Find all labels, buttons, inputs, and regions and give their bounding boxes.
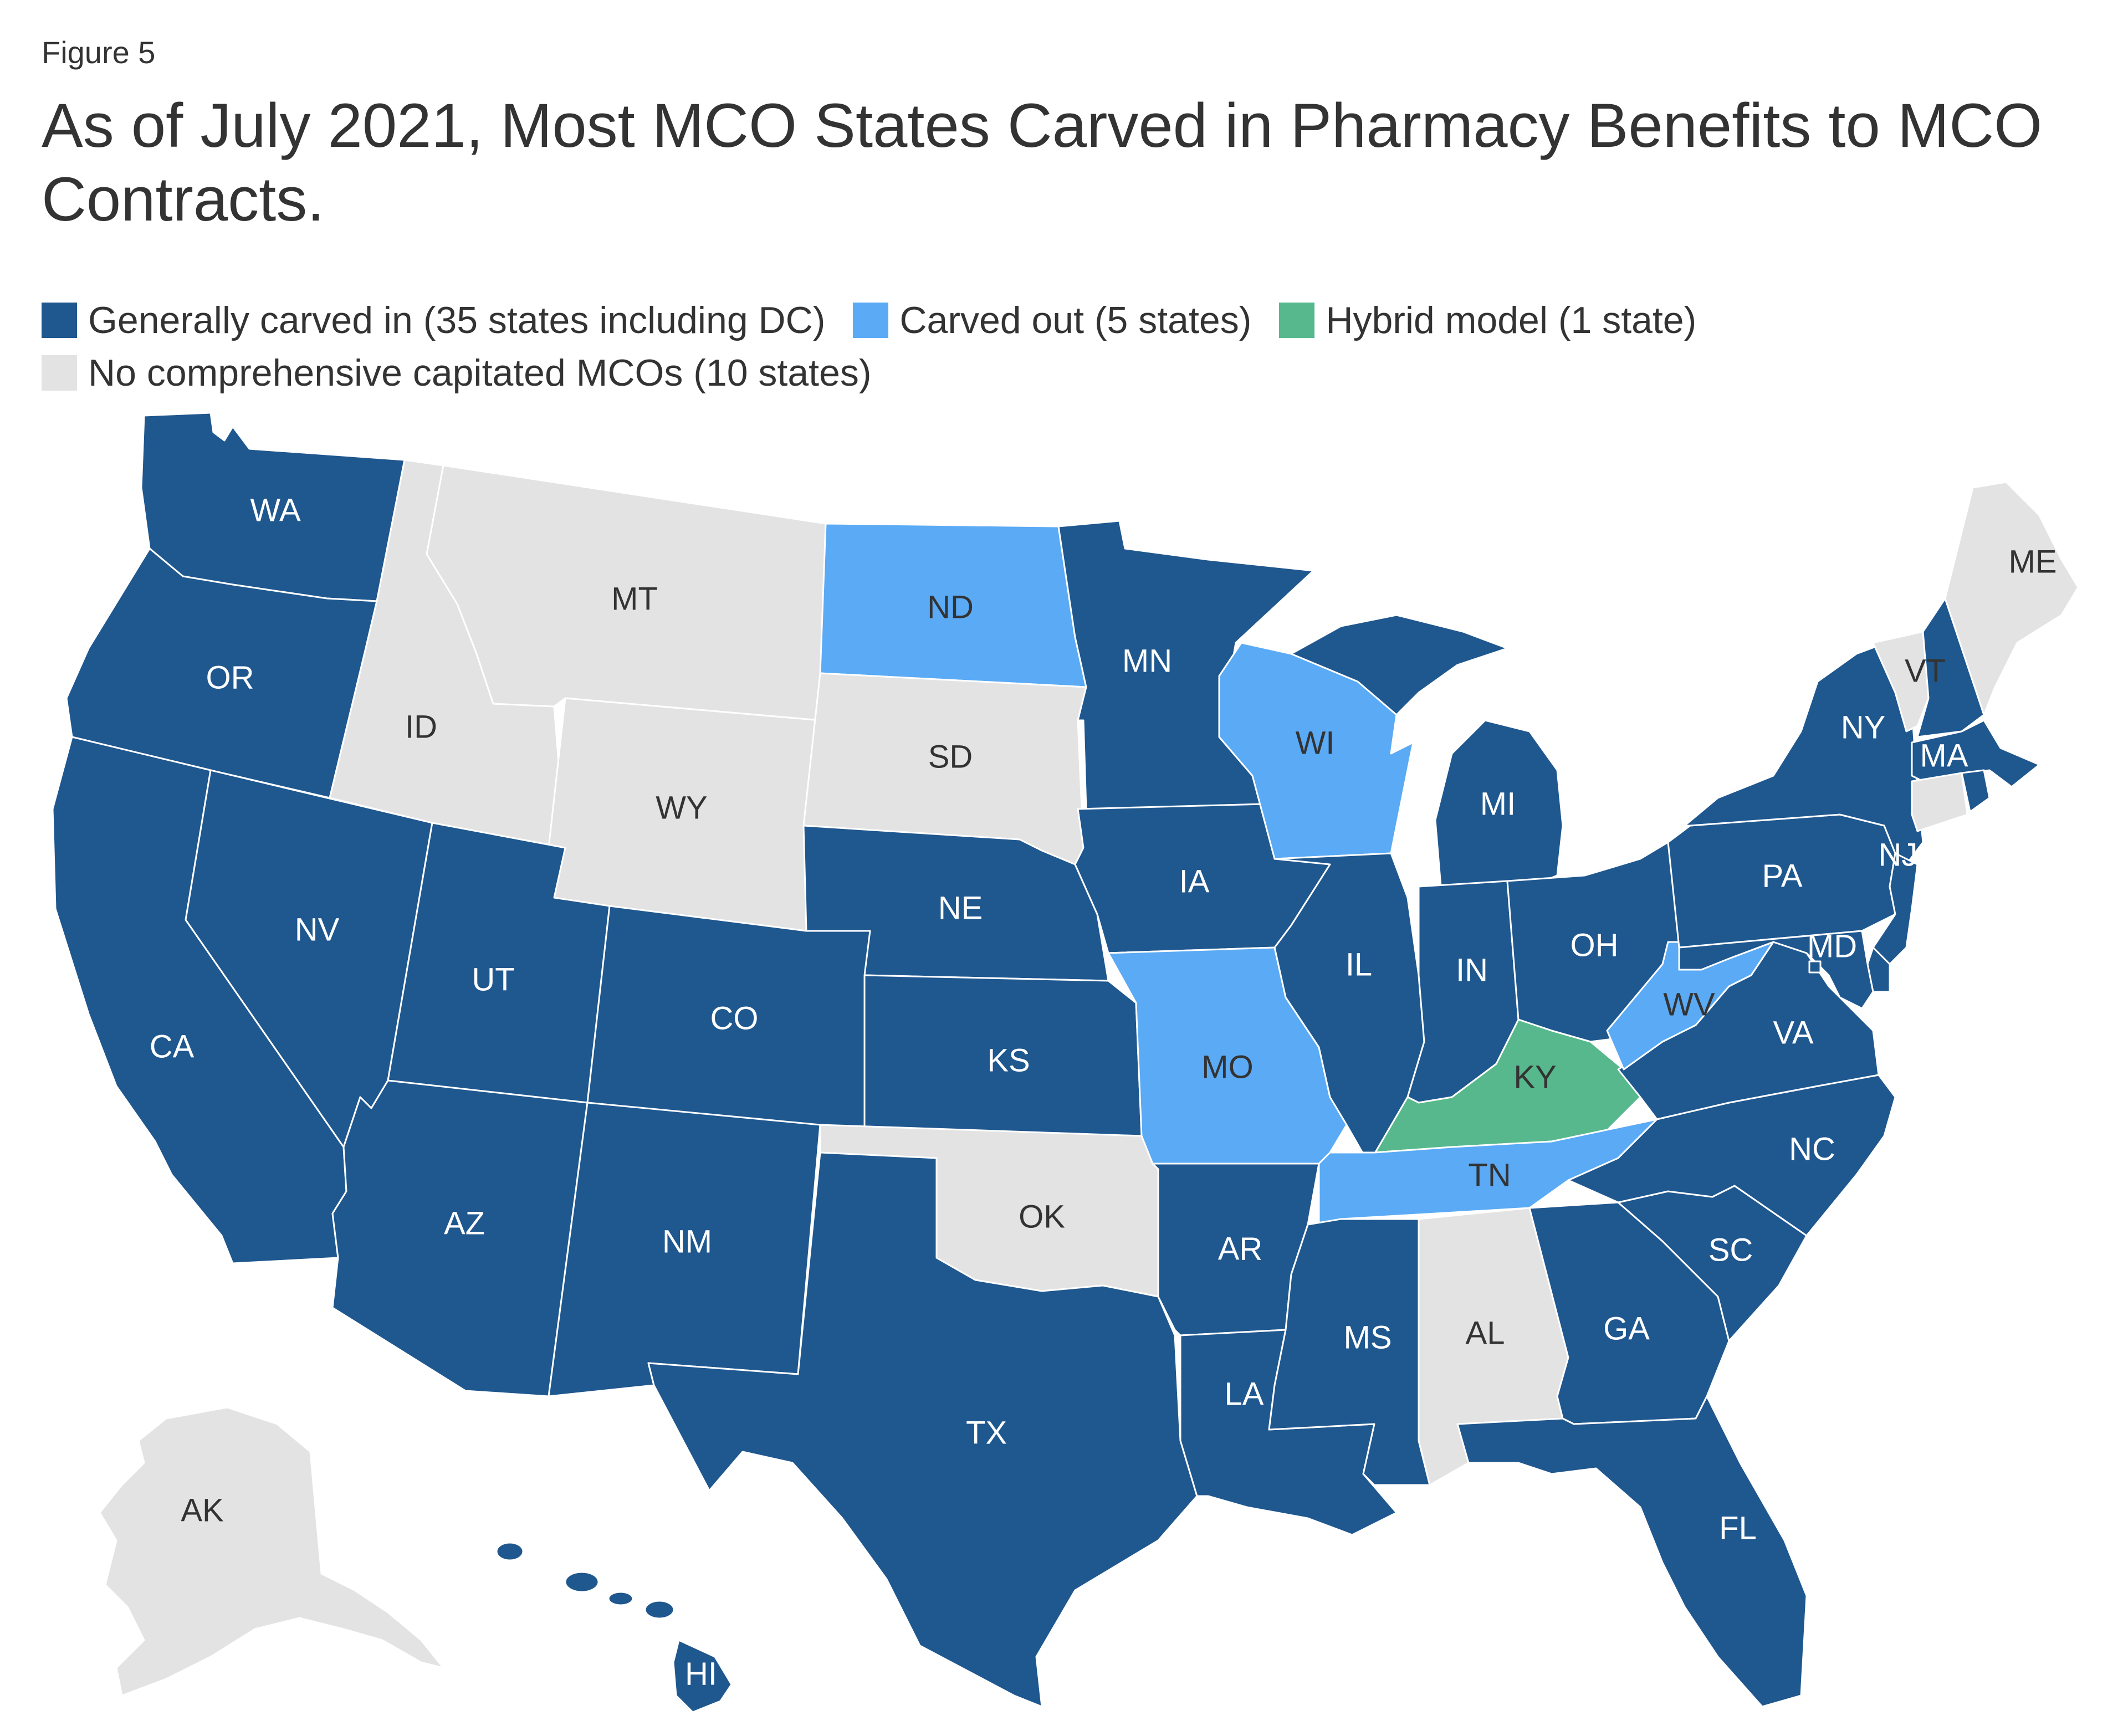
state-label-TX: TX — [966, 1415, 1007, 1451]
state-NE[interactable] — [802, 825, 1109, 982]
state-label-FL: FL — [1719, 1510, 1757, 1546]
state-IL[interactable] — [1273, 852, 1425, 1165]
state-label-WA: WA — [250, 492, 301, 528]
legend-item-none: No comprehensive capitated MCOs (10 stat… — [42, 351, 872, 395]
state-label-ND: ND — [927, 589, 974, 625]
state-ME[interactable] — [1944, 481, 2079, 716]
state-label-ID: ID — [405, 709, 437, 745]
state-DC[interactable] — [1808, 960, 1822, 974]
state-RI[interactable] — [1961, 769, 1991, 813]
state-MD[interactable] — [1678, 930, 1874, 1010]
state-label-IN: IN — [1456, 952, 1488, 988]
chart-title: As of July 2021, Most MCO States Carved … — [42, 91, 2043, 234]
state-label-OH: OH — [1571, 927, 1619, 963]
state-label-NJ: NJ — [1879, 837, 1918, 873]
state-label-AZ: AZ — [444, 1205, 485, 1241]
state-label-CO: CO — [710, 1000, 759, 1036]
legend-item-carved-out: Carved out (5 states) — [853, 299, 1251, 342]
state-label-VA: VA — [1773, 1015, 1813, 1051]
legend-item-hybrid: Hybrid model (1 state) — [1279, 299, 1696, 342]
state-label-MN: MN — [1122, 643, 1172, 679]
legend-row-1: Generally carved in (35 states including… — [42, 294, 2092, 346]
state-label-PA: PA — [1762, 858, 1802, 894]
legend-label-carved-out: Carved out (5 states) — [899, 299, 1252, 341]
state-shapes — [52, 412, 2079, 1713]
legend-swatch-carved-in — [42, 302, 77, 338]
state-label-ME: ME — [2009, 544, 2057, 580]
legend-label-hybrid: Hybrid model (1 state) — [1326, 299, 1697, 341]
state-MA[interactable] — [1911, 719, 2040, 788]
legend-swatch-carved-out — [853, 302, 889, 338]
state-label-MT: MT — [611, 581, 658, 617]
state-label-SC: SC — [1708, 1232, 1753, 1268]
state-CT[interactable] — [1911, 772, 1968, 832]
legend: Generally carved in (35 states including… — [42, 294, 2092, 399]
legend-item-carved-in: Generally carved in (35 states including… — [42, 299, 825, 342]
state-label-KY: KY — [1513, 1059, 1556, 1095]
state-label-AK: AK — [181, 1492, 224, 1528]
state-label-TN: TN — [1468, 1157, 1511, 1193]
legend-swatch-none — [42, 355, 77, 391]
state-label-MI: MI — [1480, 786, 1516, 822]
state-AK[interactable] — [99, 1406, 444, 1697]
state-HI[interactable] — [495, 1542, 733, 1713]
state-label-UT: UT — [472, 961, 514, 997]
state-label-MO: MO — [1201, 1049, 1253, 1085]
state-label-IL: IL — [1346, 946, 1372, 982]
legend-label-none: No comprehensive capitated MCOs (10 stat… — [88, 351, 872, 394]
state-label-SD: SD — [928, 739, 973, 775]
state-label-IA: IA — [1179, 863, 1210, 899]
legend-swatch-hybrid — [1279, 302, 1315, 338]
state-label-NY: NY — [1841, 709, 1886, 745]
state-label-MD: MD — [1807, 928, 1857, 964]
figure-label: Figure 5 — [42, 35, 156, 70]
legend-row-2: No comprehensive capitated MCOs (10 stat… — [42, 346, 2092, 399]
state-DE[interactable] — [1866, 946, 1891, 993]
state-label-MS: MS — [1344, 1319, 1392, 1355]
legend-label-carved-in: Generally carved in (35 states including… — [88, 299, 826, 341]
state-label-OK: OK — [1019, 1199, 1065, 1235]
state-labels: WA OR CA NV ID MT WY UT AZ CO NM ND SD NE KS OK TX MN IA MO… — [150, 492, 2057, 1692]
state-label-LA: LA — [1225, 1376, 1264, 1412]
state-label-CA: CA — [150, 1028, 195, 1064]
state-label-HI: HI — [685, 1656, 717, 1692]
state-label-MA: MA — [1920, 738, 1968, 774]
state-label-NE: NE — [938, 890, 983, 926]
state-label-NM: NM — [662, 1223, 712, 1259]
state-WI[interactable] — [1218, 642, 1414, 860]
state-label-WY: WY — [656, 790, 707, 826]
state-label-KS: KS — [987, 1042, 1030, 1078]
state-label-WV: WV — [1663, 986, 1715, 1022]
state-label-WI: WI — [1296, 725, 1335, 761]
state-label-NV: NV — [295, 911, 340, 948]
state-label-AR: AR — [1218, 1231, 1263, 1267]
state-label-AL: AL — [1466, 1315, 1505, 1351]
state-label-OR: OR — [206, 659, 254, 695]
state-label-GA: GA — [1603, 1310, 1650, 1346]
state-FL[interactable] — [1456, 1395, 1808, 1708]
state-label-NC: NC — [1789, 1131, 1835, 1167]
state-label-VT: VT — [1905, 653, 1946, 689]
state-TX[interactable] — [647, 1151, 1198, 1708]
